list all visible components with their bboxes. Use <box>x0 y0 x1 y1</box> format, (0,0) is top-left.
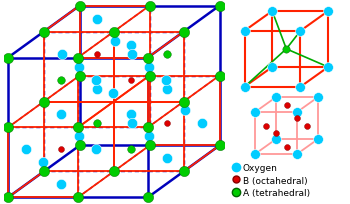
Point <box>94 122 99 125</box>
Point <box>163 79 169 82</box>
Point <box>326 66 331 69</box>
Point <box>129 53 134 56</box>
Point <box>40 161 46 164</box>
Point <box>284 103 289 107</box>
Point <box>58 183 64 186</box>
Point <box>182 109 187 113</box>
Point <box>5 57 11 60</box>
Point <box>145 126 150 130</box>
Point <box>75 126 81 130</box>
Point <box>94 53 99 56</box>
Point <box>242 86 247 89</box>
Point <box>147 5 152 8</box>
Point <box>298 30 303 33</box>
Point <box>217 144 222 147</box>
Point <box>305 124 310 128</box>
Point <box>146 135 152 139</box>
Point <box>270 66 275 69</box>
Point <box>128 113 134 116</box>
Point <box>75 196 81 199</box>
Point <box>75 57 81 60</box>
Point <box>242 30 247 33</box>
Point <box>147 144 152 147</box>
Point <box>5 196 11 199</box>
Point <box>77 74 83 78</box>
Point <box>111 170 117 173</box>
Point <box>181 100 187 104</box>
Point <box>93 79 99 82</box>
Point <box>263 124 268 128</box>
Point <box>128 44 134 47</box>
Point <box>76 135 82 139</box>
Point <box>41 100 47 104</box>
Point <box>5 126 11 130</box>
Point <box>294 117 300 120</box>
Point <box>110 91 116 95</box>
Point <box>129 122 134 125</box>
Point <box>284 145 289 149</box>
Point <box>23 148 29 151</box>
Point <box>164 53 169 56</box>
Point <box>111 31 117 34</box>
Point <box>164 157 169 160</box>
Point <box>284 48 289 51</box>
Point <box>273 96 279 99</box>
Point <box>145 196 150 199</box>
Point <box>199 122 204 125</box>
Point <box>164 88 169 91</box>
Point <box>93 148 99 151</box>
Point <box>77 5 83 8</box>
Point <box>94 18 99 21</box>
Point <box>181 170 187 173</box>
Point <box>252 153 258 156</box>
Point <box>315 138 321 141</box>
Point <box>128 148 134 151</box>
Point <box>270 10 275 14</box>
Point <box>146 65 152 69</box>
Point <box>94 88 99 91</box>
Point <box>252 111 258 114</box>
Point <box>41 31 47 34</box>
Point <box>298 86 303 89</box>
Legend: Oxygen, B (octahedral), A (tetrahedral): Oxygen, B (octahedral), A (tetrahedral) <box>234 164 310 197</box>
Point <box>112 40 118 43</box>
Point <box>217 74 222 78</box>
Point <box>181 31 187 34</box>
Point <box>326 10 331 14</box>
Point <box>59 53 64 56</box>
Point <box>41 170 47 173</box>
Point <box>294 153 300 156</box>
Point <box>147 74 152 78</box>
Point <box>164 122 169 125</box>
Point <box>76 65 82 69</box>
Point <box>273 132 279 135</box>
Point <box>58 79 64 82</box>
Point <box>145 57 150 60</box>
Point <box>58 113 64 116</box>
Point <box>77 144 83 147</box>
Point <box>58 148 64 151</box>
Point <box>128 79 134 82</box>
Point <box>294 111 300 114</box>
Point <box>273 138 279 141</box>
Point <box>217 5 222 8</box>
Point <box>315 96 321 99</box>
